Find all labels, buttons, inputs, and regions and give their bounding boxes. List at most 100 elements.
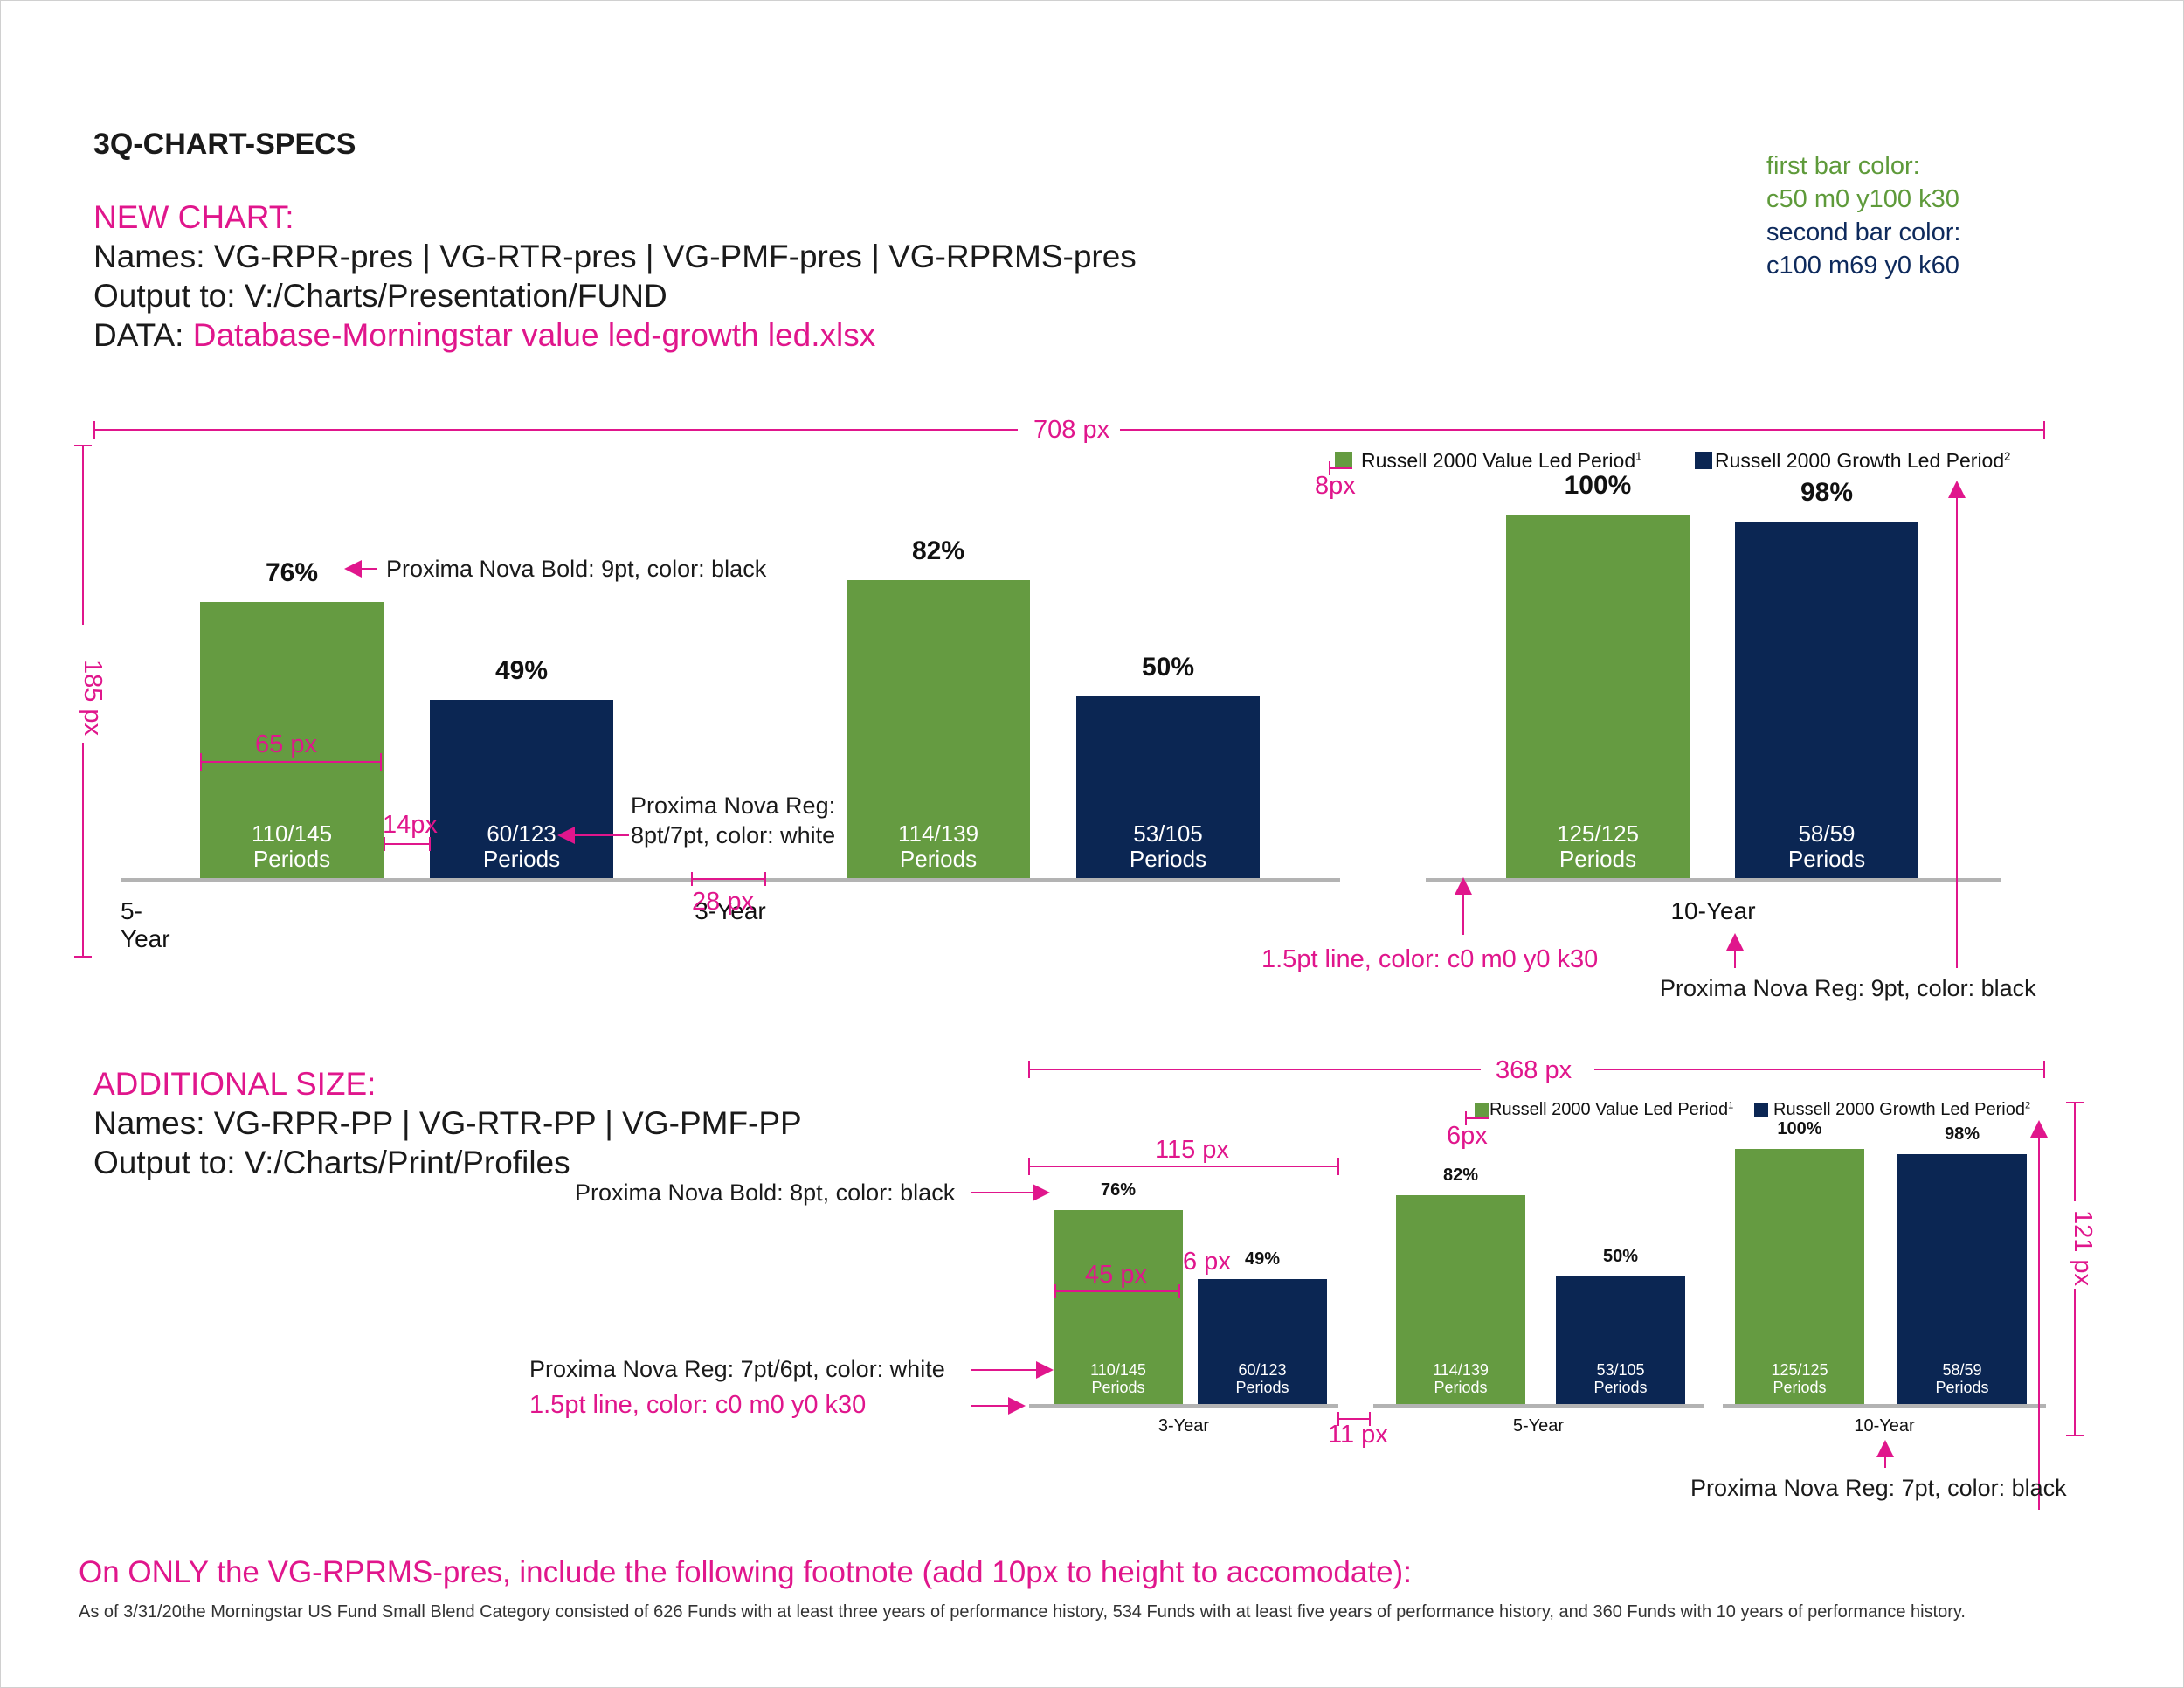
small-inner-count: 58/59 [1942,1361,1982,1379]
big-inner-label: 110/145 Periods [200,821,384,871]
small-value-label: 100% [1777,1119,1822,1138]
data-label: DATA: [93,317,193,353]
big-inner-suffix: Periods [1559,845,1637,872]
note-small-line-label: 1.5pt line, color: c0 m0 y0 k30 [529,1391,867,1419]
small-legend-growth-swatch [1754,1103,1768,1117]
big-bar [1506,515,1690,878]
big-inner-suffix: Periods [1787,845,1866,872]
big-value-label: 98% [1800,478,1854,508]
small-value-label: 50% [1602,1247,1639,1266]
small-inner-suffix: Periods [1935,1378,1989,1396]
small-inner-count: 114/139 [1433,1361,1489,1379]
small-bar [1556,1276,1685,1404]
big-inner-label: 125/125 Periods [1506,821,1690,871]
footnote-heading: On ONLY the VG-RPRMS-pres, include the f… [79,1555,1412,1589]
note-small-bold-label: Proxima Nova Bold: 8pt, color: black [575,1180,956,1206]
small-value-label: 82% [1442,1165,1479,1185]
small-legend-value-label: Russell 2000 Value Led Period1 [1489,1100,1734,1119]
big-category-label: 10-Year [1670,897,1756,924]
big-inner-count: 58/59 [1798,820,1856,847]
legend-growth-label: Russell 2000 Growth Led Period2 [1715,449,2011,472]
page-title: 3Q-CHART-SPECS [93,128,356,161]
legend-growth-swatch [1695,452,1712,469]
big-inner-suffix: Periods [899,845,978,872]
small-inner-label: 114/139 Periods [1396,1361,1525,1397]
legend-value-label: Russell 2000 Value Led Period1 [1361,449,1642,472]
small-inner-suffix: Periods [1091,1378,1145,1396]
big-inner-count: 53/105 [1133,820,1203,847]
small-inner-count: 125/125 [1771,1361,1828,1379]
additional-output: Output to: V:/Charts/Print/Profiles [93,1145,570,1180]
small-inner-label: 125/125 Periods [1735,1361,1864,1397]
big-bar [847,579,1030,878]
big-inner-label: 114/139 Periods [847,821,1030,871]
small-inner-label: 60/123 Periods [1198,1361,1327,1397]
small-bar [1198,1278,1327,1404]
big-baseline [1426,878,2001,882]
data-file-name: Database-Morningstar value led-growth le… [192,317,876,353]
small-bar [1054,1210,1183,1404]
dim-bar-gap: 14px [383,811,438,839]
small-value-label: 98% [1944,1124,1980,1144]
big-inner-suffix: Periods [1129,845,1207,872]
small-inner-suffix: Periods [1434,1378,1488,1396]
dim-top-width: 708 px [1026,416,1117,445]
big-bar [200,601,384,878]
big-bar [1735,522,1918,878]
small-legend-value-swatch [1475,1103,1489,1117]
second-bar-color-value: c100 m69 y0 k60 [1766,252,1959,280]
small-inner-label: 110/145 Periods [1054,1361,1183,1397]
big-value-label: 82% [911,536,965,565]
note-small-cat-label: Proxima Nova Reg: 7pt, color: black [1690,1475,2067,1501]
small-category-label: 10-Year [1854,1416,1915,1435]
big-inner-label: 60/123 Periods [430,821,613,871]
dim-bar-width: 65 px [255,730,317,758]
big-baseline [121,878,1340,882]
big-inner-suffix: Periods [252,845,331,872]
big-category-label: 3-Year [695,897,766,924]
small-inner-suffix: Periods [1773,1378,1827,1396]
dim-small-width: 368 px [1487,1056,1581,1085]
first-bar-color-label: first bar color: [1766,152,1920,180]
note-small-reg-label: Proxima Nova Reg: 7pt/6pt, color: white [529,1356,945,1382]
small-baseline [1723,1404,2046,1408]
footnote-text: As of 3/31/20the Morningstar US Fund Sma… [79,1602,1966,1622]
note-reg-label-2: 8pt/7pt, color: white [631,822,836,848]
big-inner-suffix: Periods [482,845,561,872]
small-bar [1735,1149,1864,1404]
big-inner-count: 114/139 [897,820,979,847]
big-inner-label: 53/105 Periods [1076,821,1260,871]
small-baseline [1029,1404,1338,1408]
new-chart-names: Names: VG-RPR-pres | VG-RTR-pres | VG-PM… [93,239,1137,274]
dim-small-height: 121 px [2069,1209,2098,1287]
dim-group-gap: 28 px [692,888,754,916]
small-legend-growth-label: Russell 2000 Growth Led Period2 [1773,1100,2031,1119]
small-category-label: 3-Year [1158,1416,1210,1435]
big-inner-count: 125/125 [1557,820,1639,847]
small-baseline [1373,1404,1704,1408]
big-value-label: 50% [1141,653,1195,681]
small-value-label: 49% [1244,1249,1281,1269]
big-inner-label: 58/59 Periods [1735,821,1918,871]
small-inner-label: 53/105 Periods [1556,1361,1685,1397]
small-bar [1897,1153,2027,1404]
small-inner-label: 58/59 Periods [1897,1361,2027,1397]
note-reg-label-1: Proxima Nova Reg: [631,792,836,819]
dim-small-bar-width: 45 px [1085,1261,1147,1289]
first-bar-color-value: c50 m0 y100 k30 [1766,185,1959,213]
additional-names: Names: VG-RPR-PP | VG-RTR-PP | VG-PMF-PP [93,1105,802,1141]
dim-legend-gap: 8px [1315,472,1356,500]
new-chart-heading: NEW CHART: [93,199,294,235]
big-value-label: 76% [265,557,319,587]
small-inner-suffix: Periods [1593,1378,1648,1396]
big-bar [430,700,613,878]
new-chart-output: Output to: V:/Charts/Presentation/FUND [93,278,667,314]
new-chart-data-line: DATA: Database-Morningstar value led-gro… [93,317,875,354]
small-inner-count: 60/123 [1238,1361,1287,1379]
small-inner-suffix: Periods [1235,1378,1289,1396]
dim-small-group-gap: 11 px [1328,1421,1388,1449]
note-cat-label: Proxima Nova Reg: 9pt, color: black [1660,975,2036,1001]
big-inner-count: 60/123 [487,820,556,847]
big-inner-count: 110/145 [251,820,333,847]
